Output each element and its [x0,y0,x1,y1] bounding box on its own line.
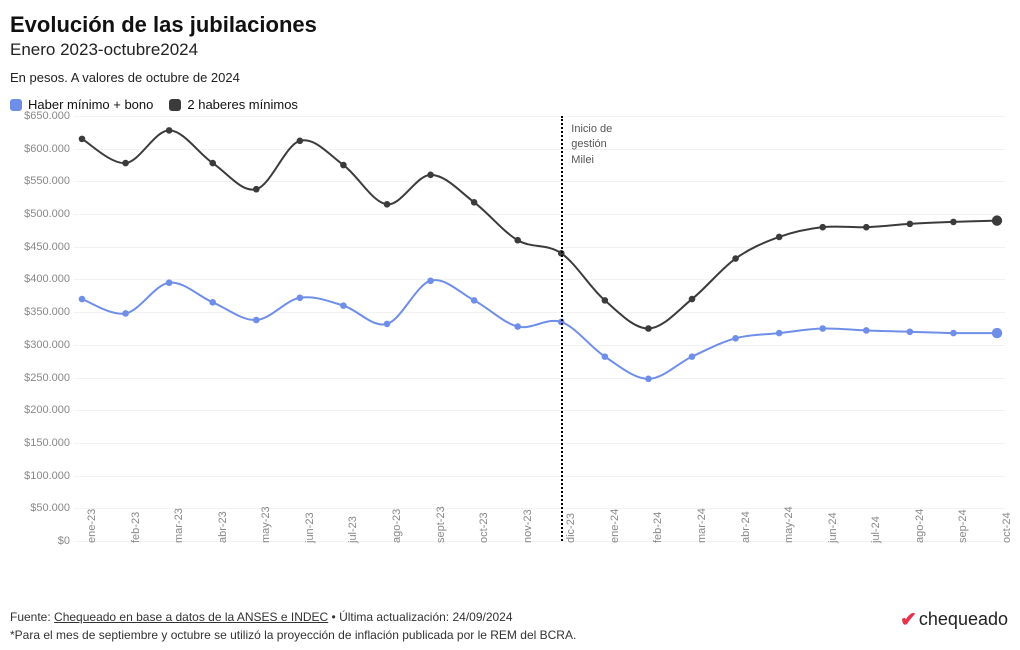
series2-point [384,201,391,208]
series2-point [471,199,478,206]
series2-point [863,224,870,231]
series1-point [950,330,957,337]
y-label: $300.000 [24,339,70,351]
series2-point [732,255,739,262]
series2-point [776,234,783,241]
y-axis-labels: $0$50.000$100.000$150.000$200.000$250.00… [10,116,74,541]
y-label: $0 [58,535,70,547]
series2-point [992,215,1002,225]
series1-point [122,310,129,317]
y-label: $200.000 [24,404,70,416]
series2-point [427,172,434,179]
y-label: $250.000 [24,372,70,384]
chart-svg [74,116,1005,541]
swatch-series2 [169,99,181,111]
divider-annotation: Inicio de gestión Milei [565,122,612,168]
milei-divider [561,116,563,541]
page-title: Evolución de las jubilaciones [10,12,1010,38]
series2-point [514,237,521,244]
series2-point [819,224,826,231]
subtitle: Enero 2023-octubre2024 [10,40,1010,60]
series1-point [427,277,434,284]
series1-line [82,280,997,379]
y-label: $600.000 [24,143,70,155]
series1-point [907,328,914,335]
series2-point [297,138,304,145]
check-icon: ✔ [900,607,917,632]
series1-point [689,353,696,360]
series2-point [166,127,173,134]
footer-source: Chequeado en base a datos de la ANSES e … [54,610,328,624]
series1-point [645,376,652,383]
footer: Fuente: Chequeado en base a datos de la … [10,608,576,644]
series2-point [950,219,957,226]
series1-point [166,279,173,286]
annot-line1: Inicio de [571,123,612,135]
series1-point [863,327,870,334]
y-label: $350.000 [24,306,70,318]
series1-point [819,325,826,332]
annot-line2: gestión [571,138,606,150]
series1-point [209,299,216,306]
annot-line3: Milei [571,154,594,166]
swatch-series1 [10,99,22,111]
y-label: $450.000 [24,241,70,253]
y-label: $150.000 [24,437,70,449]
series2-point [645,325,652,332]
series1-point [297,294,304,301]
series2-point [907,221,914,228]
y-label: $100.000 [24,470,70,482]
y-label: $500.000 [24,208,70,220]
footer-prefix: Fuente: [10,610,54,624]
caption: En pesos. A valores de octubre de 2024 [10,70,1010,85]
series1-point [384,321,391,328]
y-label: $550.000 [24,175,70,187]
plot-area: Inicio de gestión Milei [74,116,1005,541]
x-axis-labels: ene-23feb-23mar-23abr-23may-23jun-23jul-… [74,541,1005,586]
series2-point [209,160,216,167]
series2-line [82,130,997,328]
series1-point [602,353,609,360]
series1-point [79,296,86,303]
y-label: $650.000 [24,110,70,122]
series2-point [122,160,129,167]
y-label: $50.000 [30,502,70,514]
series1-point [992,328,1002,338]
series2-point [253,186,260,193]
legend: Haber mínimo + bono 2 haberes mínimos [10,97,1010,112]
chart: $0 $50.000 $100.000 $150.000 $200.000 $250.00… [10,116,1005,586]
y-label: $400.000 [24,273,70,285]
series1-point [514,323,521,330]
legend-item-2: 2 haberes mínimos [169,97,298,112]
footer-note: *Para el mes de septiembre y octubre se … [10,628,576,642]
legend-label-2: 2 haberes mínimos [187,97,298,112]
brand-logo: ✔chequeado [900,607,1008,632]
footer-updated: • Última actualización: 24/09/2024 [328,610,512,624]
series2-point [689,296,696,303]
series1-point [340,302,347,309]
series1-point [253,317,260,324]
series2-point [340,162,347,169]
series2-point [79,136,86,143]
series1-point [776,330,783,337]
brand-name: chequeado [919,609,1008,630]
series1-point [471,297,478,304]
series2-point [602,297,609,304]
series1-point [732,335,739,342]
